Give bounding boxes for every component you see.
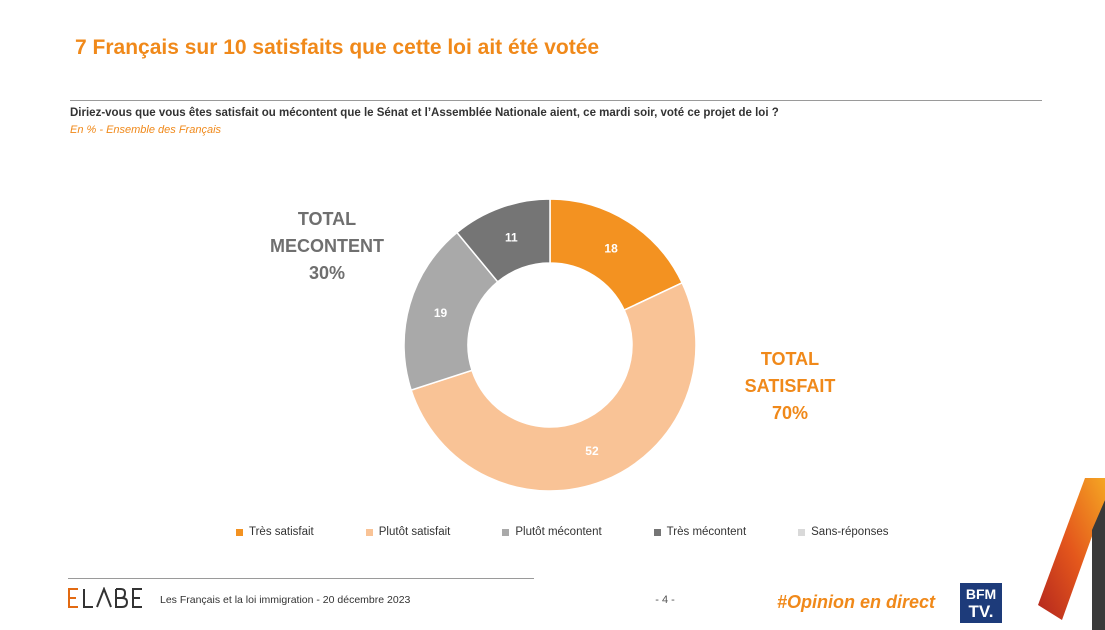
legend-swatch-1 [365,528,373,536]
legend-label-0: Très satisfait [249,526,314,538]
legend-swatch-4 [798,528,806,536]
legend-label-3: Très mécontent [666,526,747,538]
bfmtv-logo: BFM TV. [960,583,1002,623]
legend-item-1: Plutôt satisfait [365,526,451,538]
donut-slice-1 [410,281,697,492]
legend-swatch-0 [236,528,243,536]
elabe-logo-mark [68,586,142,608]
opinion-hashtag: #Opinion en direct [777,592,936,612]
chart-legend: Très satisfait Plutôt satisfait Plutôt méc… [236,526,941,538]
total-mecontent: TOTAL MECONTENT 30% [247,206,407,287]
header-divider [70,100,1042,101]
footer-divider [68,578,534,579]
elabe-logo [67,585,153,616]
legend-item-0: Très satisfait [236,526,314,538]
donut-label-0: 18 [604,242,618,256]
legend-label-4: Sans-réponses [811,526,889,538]
legend-item-4: Sans-réponses [798,526,889,538]
legend-label-2: Plutôt mécontent [515,526,602,538]
legend-item-2: Plutôt mécontent [502,526,602,538]
legend-swatch-3 [653,528,661,536]
donut-chart: 18 52 19 11 [403,198,697,492]
total-mecontent-line1: TOTAL [297,209,357,229]
total-satisfait-value: 70% [771,403,809,423]
legend-swatch-2 [502,528,510,536]
donut-label-1: 52 [585,444,599,458]
total-satisfait-line1: TOTAL [760,349,820,369]
footer-study-label: Les Français et la loi immigration - 20 … [160,594,411,606]
total-satisfait: TOTAL SATISFAIT 70% [715,346,865,427]
total-mecontent-value: 30% [308,263,346,283]
donut-label-2: 19 [434,306,448,320]
donut-slice-2 [403,231,499,392]
total-satisfait-line2: SATISFAIT [744,376,836,396]
donut-label-3: 11 [505,231,518,245]
survey-question: Diriez-vous que vous êtes satisfait ou m… [70,107,779,119]
page-number: - 4 - [655,594,675,606]
legend-item-3: Très mécontent [653,526,747,538]
page-title: 7 Français sur 10 satisfaits que cette l… [75,36,600,59]
donut-slice-3 [455,198,551,283]
survey-base: En % - Ensemble des Français [70,124,222,136]
legend-label-1: Plutôt satisfait [378,526,451,538]
elabe-decorative-chevron [1038,478,1105,630]
total-mecontent-line2: MECONTENT [270,236,384,256]
